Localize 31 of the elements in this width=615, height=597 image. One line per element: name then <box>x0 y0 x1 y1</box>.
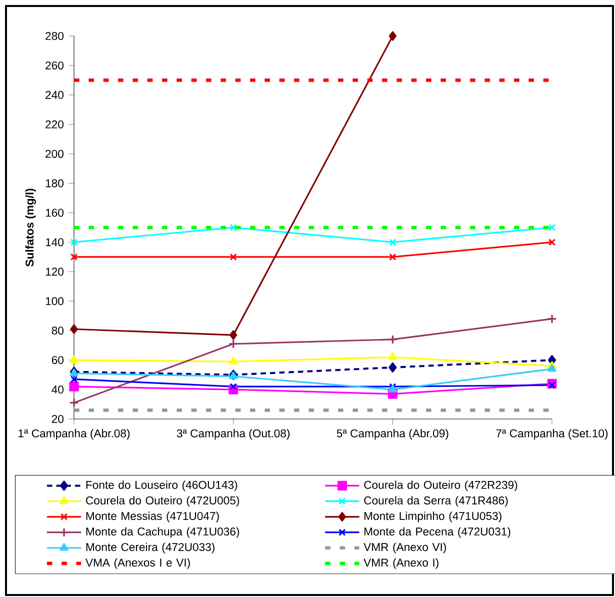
legend-label: Courela do Outeiro (472R239) <box>364 480 518 492</box>
legend-label: Monte Messias (471U047) <box>86 512 219 522</box>
y-tick-label: 220 <box>46 120 64 128</box>
legend-label: Courela do Outeiro (472U005) <box>86 496 240 507</box>
y-tick-label: 180 <box>46 179 64 188</box>
legend-label: Monte da Pecena (472U031) <box>364 527 510 538</box>
y-tick-label: 200 <box>46 150 64 158</box>
y-tick-label: 280 <box>46 32 64 40</box>
y-tick-label: 260 <box>46 61 64 70</box>
y-tick-label: 60 <box>52 356 64 364</box>
x-tick-label: 5ª Campanha (Abr.09) <box>336 429 448 440</box>
y-tick-label: 20 <box>52 414 64 423</box>
legend-label: Monte da Cachupa (471U036) <box>86 527 240 538</box>
legend-label: Monte Limpinho (471U053) <box>364 512 502 522</box>
x-tick-label: 3ª Campanha (Out.08) <box>176 429 290 440</box>
legend-label: VMA (Anexos I e VI) <box>85 558 190 569</box>
x-tick-label: 1ª Campanha (Abr.08) <box>18 429 130 440</box>
x-tick-label: 7ª Campanha (Set.10) <box>496 429 608 440</box>
y-tick-label: 40 <box>52 386 64 394</box>
legend-label: VMR (Anexo VI) <box>364 542 446 554</box>
y-tick-label: 240 <box>46 90 64 99</box>
legend-label: Courela da Serra (471R486) <box>364 496 508 507</box>
y-tick-label: 80 <box>52 326 64 335</box>
legend-label: Monte Cereira (472U033) <box>86 542 214 554</box>
legend-label: VMR (Anexo I) <box>364 558 438 569</box>
legend-label: Fonte do Louseiro (46OU143) <box>86 480 238 492</box>
y-tick-label: 120 <box>46 268 64 276</box>
y-tick-label: 140 <box>46 238 64 246</box>
y-tick-label: 160 <box>46 208 64 217</box>
y-tick-label: 100 <box>46 297 64 306</box>
y-axis-title: Sulfatos (mg/l) <box>25 188 36 267</box>
